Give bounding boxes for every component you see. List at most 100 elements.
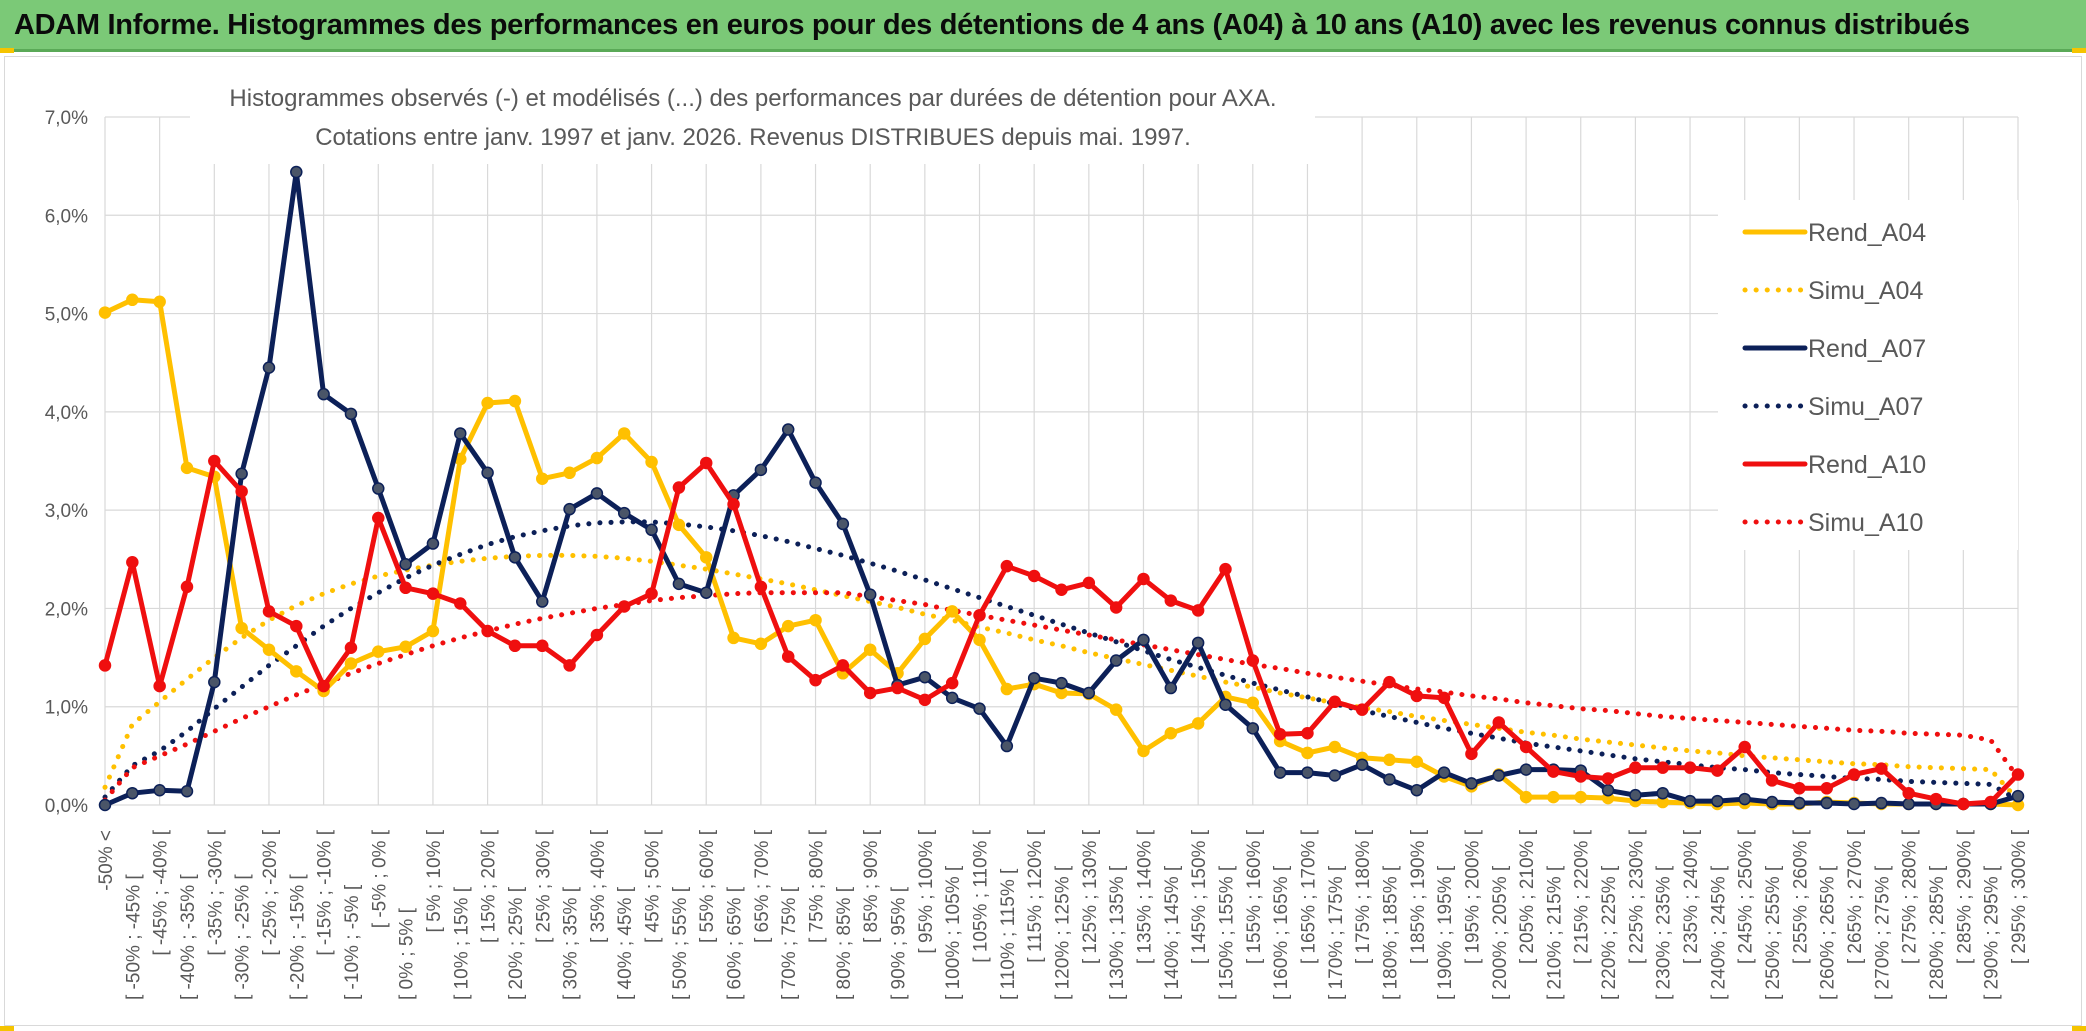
data-point-rend-a07 <box>235 467 248 481</box>
y-tick-label: 3,0% <box>45 501 88 522</box>
data-point-rend-a04 <box>98 306 112 319</box>
data-point-rend-a04 <box>1000 682 1014 696</box>
data-point-rend-a07 <box>1656 786 1669 800</box>
x-tick-label: [ -25% ; -20% [ <box>260 829 281 955</box>
data-point-rend-a07 <box>1191 636 1205 650</box>
data-point-rend-a07 <box>454 427 467 440</box>
x-tick-label: [ -15% ; -10% [ <box>315 829 336 955</box>
series-line-simu-a04 <box>102 552 2021 803</box>
data-point-rend-a07 <box>945 691 959 705</box>
data-point-rend-a10 <box>809 673 822 687</box>
data-point-rend-a07 <box>98 798 112 812</box>
data-point-rend-a07 <box>1601 784 1615 797</box>
data-point-rend-a10 <box>727 497 740 511</box>
x-tick-label: [ 130% ; 135% [ <box>1107 865 1128 1000</box>
x-tick-label: [ -10% ; -5% [ <box>342 884 363 1000</box>
chart-title-line-1: Histogrammes observés (-) et modélisés (… <box>229 85 1276 112</box>
data-point-rend-a07 <box>481 466 494 480</box>
x-tick-label: [ 15% ; 20% [ <box>479 829 500 943</box>
x-tick-label: [ 40% ; 45% [ <box>615 886 636 1000</box>
data-point-rend-a04 <box>781 619 795 633</box>
data-point-rend-a04 <box>754 637 768 651</box>
legend-label-rend-a07: Rend_A07 <box>1808 335 1926 363</box>
x-tick-label: [ 225% ; 230% [ <box>1626 829 1647 964</box>
data-point-rend-a10 <box>1519 740 1533 754</box>
data-point-rend-a07 <box>1301 766 1314 779</box>
data-point-rend-a04 <box>617 427 631 440</box>
x-tick-label: [ 230% ; 235% [ <box>1654 865 1675 1000</box>
x-tick-label: [ 200% ; 205% [ <box>1490 865 1511 1000</box>
data-point-rend-a07 <box>1765 795 1779 809</box>
data-point-rend-a04 <box>918 632 932 646</box>
x-tick-label: [ 105% ; 110% [ <box>971 829 992 962</box>
data-point-rend-a07 <box>344 407 358 421</box>
x-tick-label: [ 295% ; 300% [ <box>2009 829 2030 964</box>
x-tick-label: [ -30% ; -25% [ <box>233 874 254 1000</box>
data-point-rend-a10 <box>1847 768 1861 781</box>
x-tick-label: [ 30% ; 35% [ <box>561 886 582 1000</box>
y-tick-label: 6,0% <box>45 206 88 227</box>
x-tick-label: [ -35% ; -30% [ <box>205 829 226 955</box>
data-point-rend-a10 <box>617 600 631 613</box>
data-point-rend-a07 <box>809 476 822 489</box>
data-point-rend-a04 <box>590 451 604 465</box>
x-tick-label: [ 250% ; 255% [ <box>1763 865 1784 1000</box>
data-point-rend-a07 <box>1465 777 1478 790</box>
data-point-rend-a07 <box>180 784 194 798</box>
data-point-rend-a10 <box>1547 765 1560 778</box>
data-point-rend-a07 <box>836 517 850 531</box>
data-point-rend-a10 <box>1984 795 1997 809</box>
x-tick-label: [ -20% ; -15% [ <box>287 874 308 1000</box>
x-tick-label: [ 70% ; 75% [ <box>779 886 800 1000</box>
data-point-rend-a04 <box>863 643 877 656</box>
banner: ADAM Informe. Histogrammes des performan… <box>0 0 2086 52</box>
data-point-rend-a10 <box>372 511 385 525</box>
x-tick-label: [ 140% ; 145% [ <box>1162 865 1183 1000</box>
y-tick-label: 2,0% <box>45 599 88 620</box>
data-point-rend-a07 <box>590 487 604 500</box>
data-point-rend-a10 <box>1383 675 1396 689</box>
legend-label-simu-a04: Simu_A04 <box>1808 277 1923 305</box>
data-point-rend-a04 <box>645 455 658 469</box>
x-tick-label: [ 195% ; 200% [ <box>1462 829 1483 964</box>
x-tick-label: [ 10% ; 15% [ <box>451 886 472 1000</box>
data-point-rend-a10 <box>1109 601 1123 614</box>
data-point-rend-a10 <box>317 679 330 693</box>
data-point-rend-a04 <box>399 640 412 654</box>
data-point-rend-a10 <box>1000 559 1014 573</box>
data-point-rend-a07 <box>699 586 713 599</box>
legend: Rend_A04 Simu_A04 Rend_A07 Simu_A07 Rend_A10… <box>1718 200 2018 550</box>
data-point-rend-a07 <box>1492 769 1506 782</box>
x-tick-label: [ -45% ; -40% [ <box>151 829 172 955</box>
data-point-rend-a04 <box>1191 717 1205 730</box>
data-point-rend-a07 <box>1629 788 1642 802</box>
data-point-rend-a07 <box>1875 796 1888 810</box>
x-tick-label: [ -50% ; -45% [ <box>123 874 144 1000</box>
chart-title-block: Histogrammes observés (-) et modélisés (… <box>190 72 1315 164</box>
data-point-rend-a10 <box>208 454 221 468</box>
data-point-rend-a04 <box>1164 727 1178 740</box>
data-point-rend-a10 <box>344 641 358 654</box>
data-point-rend-a07 <box>508 551 522 564</box>
x-tick-label: [ 240% ; 245% [ <box>1708 865 1729 1000</box>
x-tick-label: [ 90% ; 95% [ <box>889 886 910 1000</box>
x-tick-label: [ 100% ; 105% [ <box>943 865 964 1000</box>
data-point-rend-a07 <box>2011 789 2025 803</box>
data-point-rend-a07 <box>1902 797 1915 811</box>
data-point-rend-a07 <box>372 482 385 495</box>
data-point-rend-a04 <box>235 621 248 635</box>
x-tick-label: [ 120% ; 125% [ <box>1053 865 1074 1000</box>
x-tick-label: [ 80% ; 85% [ <box>834 886 855 1000</box>
data-point-rend-a04 <box>1246 696 1260 710</box>
x-tick-label: [ 50% ; 55% [ <box>670 886 691 1000</box>
series-layer <box>98 165 2025 812</box>
data-point-rend-a10 <box>645 587 658 600</box>
data-point-rend-a04 <box>699 551 713 564</box>
data-point-rend-a07 <box>1164 681 1178 695</box>
data-point-rend-a10 <box>754 580 768 594</box>
data-point-rend-a07 <box>290 165 303 179</box>
data-point-rend-a07 <box>781 423 795 436</box>
data-point-rend-a10 <box>262 605 276 618</box>
data-point-rend-a07 <box>973 702 986 715</box>
data-point-rend-a07 <box>1383 773 1396 786</box>
